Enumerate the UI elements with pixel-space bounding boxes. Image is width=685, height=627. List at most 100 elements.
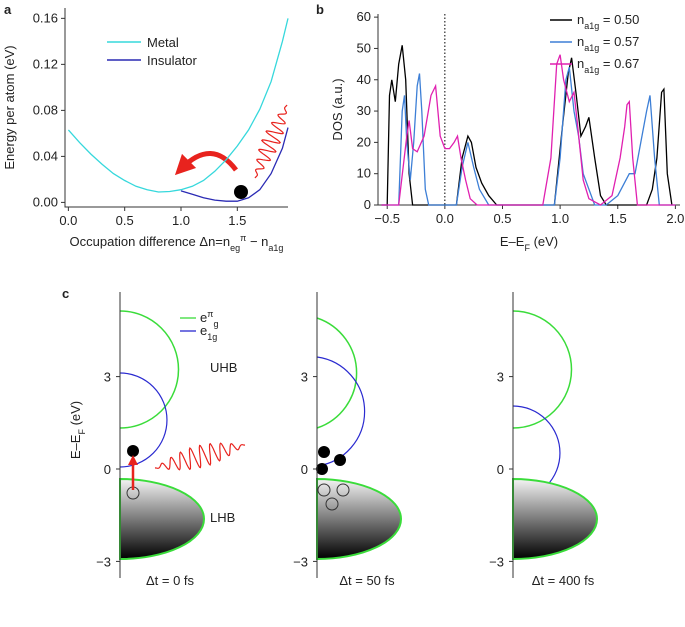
x-axis-label-part: F — [524, 243, 530, 253]
time-label: Δt = 0 fs — [146, 573, 195, 588]
y-axis-label-part: F — [77, 429, 87, 435]
y-tick-label: −3 — [96, 554, 111, 569]
y-tick-label: 0.04 — [33, 148, 58, 163]
y-tick-label: −3 — [489, 554, 504, 569]
legend-label: na1g = 0.57 — [577, 34, 639, 53]
x-tick-label: 0.0 — [436, 211, 454, 226]
legend-label-part: = 0.57 — [599, 34, 639, 49]
x-tick-label: 1.0 — [172, 213, 190, 228]
x-axis-label: E–EF (eV) — [500, 234, 558, 253]
lhb — [316, 477, 402, 561]
legend-label-part: n — [577, 56, 584, 71]
x-axis-label: Occupation difference Δn=negπ − na1g — [70, 233, 284, 253]
transition-arrow — [174, 151, 238, 176]
legend-label-part: g — [213, 319, 218, 329]
x-axis-label-part: Occupation difference Δn=n — [70, 234, 231, 249]
x-axis-label-part: − n — [246, 234, 268, 249]
y-tick-label: 0 — [497, 462, 504, 477]
eg-band — [512, 310, 573, 429]
annotations — [119, 151, 598, 561]
legend-label: Metal — [147, 35, 179, 50]
legend-label-part: n — [577, 34, 584, 49]
x-tick-label: 1.0 — [551, 211, 569, 226]
panel-label: c — [62, 286, 69, 301]
axes — [64, 8, 288, 208]
legend-label-part: π — [207, 309, 213, 319]
band-label: LHB — [210, 510, 235, 525]
legend-label: e1g — [200, 323, 217, 342]
series-line — [67, 18, 289, 193]
hole — [336, 483, 350, 497]
y-axis-label: E–EF (eV) — [68, 401, 87, 459]
x-axis-label-part: a1g — [268, 243, 283, 253]
y-tick-label: 3 — [497, 370, 504, 385]
x-tick-label: 0.5 — [116, 213, 134, 228]
lhb — [512, 477, 598, 561]
series-line — [381, 54, 676, 206]
y-tick-label: 0.08 — [33, 102, 58, 117]
legend-label-part: a1g — [584, 65, 599, 75]
y-tick-label: 40 — [357, 72, 371, 87]
y-tick-label: 30 — [357, 103, 371, 118]
time-label: Δt = 400 fs — [532, 573, 595, 588]
legend-label-part: e — [200, 323, 207, 338]
electron — [318, 446, 330, 458]
band-label: UHB — [210, 360, 237, 375]
legend-label: na1g = 0.50 — [577, 12, 639, 31]
x-axis-label-part: eg — [230, 243, 240, 253]
y-tick-label: 50 — [357, 40, 371, 55]
y-tick-label: 0.00 — [33, 194, 58, 209]
legend-label-part: = 0.50 — [599, 12, 639, 27]
legend-label-part: a1g — [584, 21, 599, 31]
hole — [317, 483, 331, 497]
legend-label-part: a1g — [584, 43, 599, 53]
x-tick-label: 1.5 — [609, 211, 627, 226]
legend-label-part: n — [577, 12, 584, 27]
legend-label: Insulator — [147, 53, 198, 68]
y-tick-label: 10 — [357, 166, 371, 181]
y-axis-label-part: (eV) — [68, 401, 83, 429]
y-axis-label: Energy per atom (eV) — [2, 45, 17, 169]
y-tick-label: 0 — [301, 462, 308, 477]
legend-label-part: = 0.67 — [599, 56, 639, 71]
series-line — [180, 127, 289, 202]
hole — [325, 497, 339, 511]
panel-label: a — [4, 2, 12, 17]
panel-label: b — [316, 2, 324, 17]
y-tick-label: −3 — [293, 554, 308, 569]
x-tick-label: 2.0 — [666, 211, 684, 226]
y-tick-label: 0 — [104, 462, 111, 477]
y-tick-label: 3 — [301, 370, 308, 385]
photon — [154, 442, 246, 471]
x-tick-label: 0.0 — [59, 213, 77, 228]
x-axis-label-part: E–E — [500, 234, 525, 249]
y-tick-label: 0.16 — [33, 10, 58, 25]
x-tick-label: 0.5 — [493, 211, 511, 226]
y-axis-label-part: E–E — [68, 434, 83, 459]
legend-label: eπg — [200, 309, 218, 329]
x-axis-label-part: π — [240, 233, 246, 243]
electron — [234, 185, 248, 199]
photon — [254, 104, 288, 179]
legend-label-part: e — [200, 310, 207, 325]
electron — [127, 445, 139, 457]
legend-label-part: 1g — [207, 332, 217, 342]
x-axis-label-part: (eV) — [530, 234, 558, 249]
x-tick-label: −0.5 — [374, 211, 400, 226]
y-axis-label: DOS (a.u.) — [330, 78, 345, 140]
y-tick-label: 20 — [357, 134, 371, 149]
y-tick-label: 60 — [357, 9, 371, 24]
time-label: Δt = 50 fs — [339, 573, 395, 588]
legend-label: na1g = 0.67 — [577, 56, 639, 75]
a1g-band — [119, 372, 168, 468]
electron — [334, 454, 346, 466]
lhb — [119, 477, 205, 561]
electron — [316, 463, 328, 475]
y-tick-label: 0 — [364, 197, 371, 212]
x-tick-label: 1.5 — [228, 213, 246, 228]
eg-band — [119, 310, 180, 429]
eg-band — [316, 317, 358, 429]
y-tick-label: 0.12 — [33, 56, 58, 71]
y-tick-label: 3 — [104, 370, 111, 385]
